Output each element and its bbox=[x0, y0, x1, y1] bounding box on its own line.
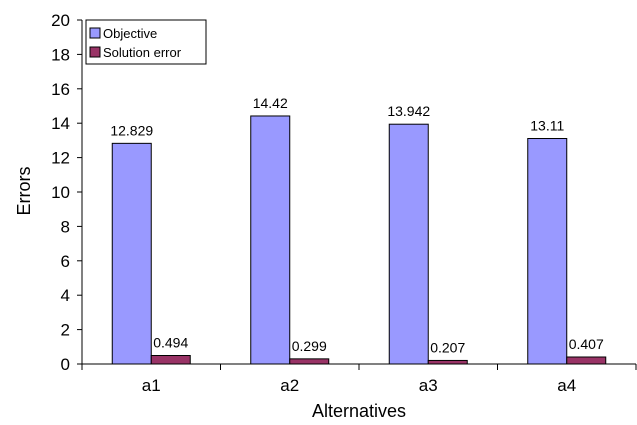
x-tick-label: a4 bbox=[557, 376, 576, 395]
y-tick-label: 14 bbox=[51, 114, 70, 133]
y-tick-label: 2 bbox=[61, 321, 70, 340]
legend: Objective Solution error bbox=[85, 19, 207, 65]
bar-solution-error bbox=[566, 356, 607, 365]
legend-swatch bbox=[89, 27, 101, 39]
y-tick-label: 8 bbox=[61, 217, 70, 236]
bar-solution-error bbox=[150, 355, 191, 365]
bar-objective bbox=[388, 123, 429, 365]
data-label: 0.207 bbox=[430, 339, 465, 355]
y-tick-label: 6 bbox=[61, 252, 70, 271]
data-label: 13.11 bbox=[530, 118, 564, 134]
legend-label: Solution error bbox=[103, 45, 182, 60]
y-tick-label: 16 bbox=[51, 80, 70, 99]
y-axis-title: Errors bbox=[14, 167, 34, 216]
y-tick-label: 18 bbox=[51, 45, 70, 64]
y-tick-label: 0 bbox=[61, 355, 70, 374]
bar-objective bbox=[527, 138, 568, 365]
legend-label: Objective bbox=[103, 26, 157, 41]
data-label: 13.942 bbox=[387, 103, 430, 119]
data-label: 0.494 bbox=[153, 335, 188, 351]
plot-area: 0 2 4 6 8 10 12 14 16 18 20 a1 12.829 0.494 a2 14.42 0.2… bbox=[51, 11, 637, 395]
y-tick-label: 4 bbox=[61, 286, 70, 305]
x-tick-label: a1 bbox=[142, 376, 161, 395]
data-label: 12.829 bbox=[110, 122, 153, 138]
bar-solution-error bbox=[427, 359, 468, 365]
data-label: 14.42 bbox=[253, 95, 288, 111]
bar-objective bbox=[111, 142, 152, 365]
data-label: 0.299 bbox=[292, 338, 327, 354]
bar-objective bbox=[250, 115, 291, 365]
bar-solution-error bbox=[289, 358, 330, 365]
data-label: 0.407 bbox=[569, 336, 604, 352]
y-tick-label: 10 bbox=[51, 183, 70, 202]
y-tick-label: 20 bbox=[51, 11, 70, 30]
x-tick-label: a2 bbox=[280, 376, 299, 395]
legend-box bbox=[85, 19, 207, 65]
legend-swatch bbox=[89, 46, 101, 58]
x-axis-title: Alternatives bbox=[312, 401, 406, 421]
x-tick-label: a3 bbox=[419, 376, 438, 395]
y-tick-label: 12 bbox=[51, 149, 70, 168]
